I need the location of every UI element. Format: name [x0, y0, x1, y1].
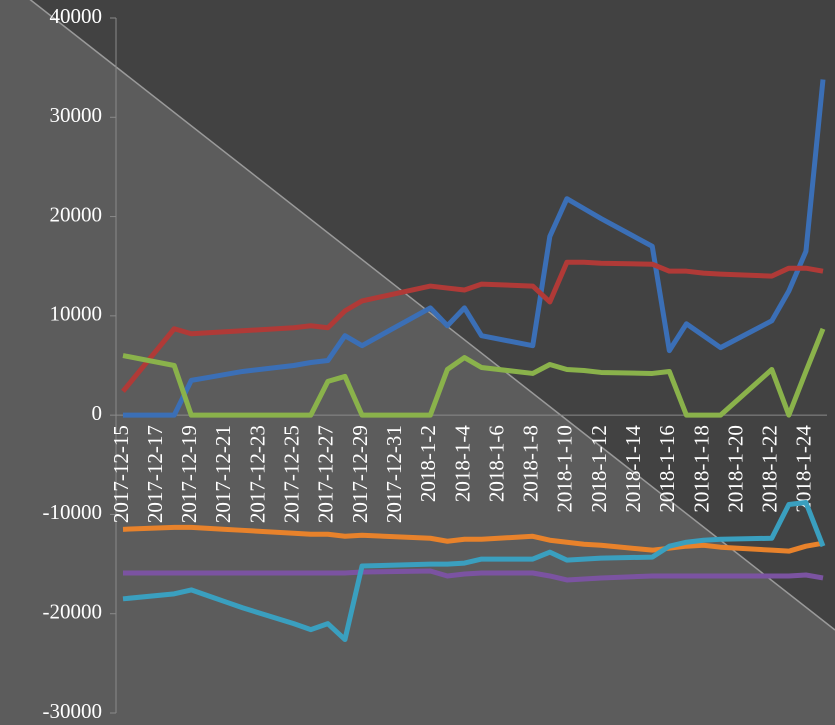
- x-tick-label: 2017-12-27: [314, 425, 338, 523]
- y-tick-label: 10000: [50, 302, 103, 326]
- series-line: [121, 259, 824, 393]
- x-tick-label: 2017-12-25: [280, 425, 304, 523]
- x-tick-label: 2017-12-15: [109, 425, 133, 523]
- y-tick-label: -10000: [43, 500, 103, 524]
- x-tick-label: 2017-12-17: [143, 425, 167, 523]
- series-line: [123, 79, 826, 418]
- x-tick-label: 2018-1-10: [553, 425, 577, 512]
- y-tick-label: 0: [92, 401, 103, 425]
- x-tick-label: 2018-1-18: [689, 425, 713, 512]
- series-line: [122, 500, 826, 643]
- series-line: [122, 524, 824, 554]
- x-tick-label: 2017-12-19: [177, 425, 201, 523]
- x-tick-label: 2017-12-31: [382, 425, 406, 523]
- x-tick-label: 2018-1-22: [758, 425, 782, 512]
- x-tick-label: 2018-1-2: [416, 425, 440, 502]
- y-tick-label: 30000: [50, 103, 103, 127]
- series-line: [122, 327, 826, 418]
- series-line: [123, 568, 824, 583]
- x-tick-label: 2018-1-16: [655, 425, 679, 512]
- y-tick-label: -30000: [43, 699, 103, 723]
- x-tick-label: 2018-1-4: [450, 425, 474, 502]
- x-tick-label: 2018-1-6: [484, 425, 508, 502]
- x-tick-label: 2017-12-21: [211, 425, 235, 523]
- x-tick-label: 2018-1-14: [621, 425, 645, 513]
- x-tick-label: 2018-1-8: [519, 425, 543, 502]
- y-tick-label: -20000: [43, 600, 103, 624]
- x-tick-label: 2018-1-24: [792, 425, 816, 513]
- x-tick-label: 2017-12-23: [245, 425, 269, 523]
- x-tick-label: 2018-1-12: [587, 425, 611, 512]
- diagonal: [29, 0, 835, 631]
- x-tick-label: 2017-12-29: [348, 425, 372, 523]
- y-tick-label: 20000: [50, 202, 103, 226]
- x-tick-label: 2018-1-20: [723, 425, 747, 512]
- y-tick-label: 40000: [50, 4, 103, 28]
